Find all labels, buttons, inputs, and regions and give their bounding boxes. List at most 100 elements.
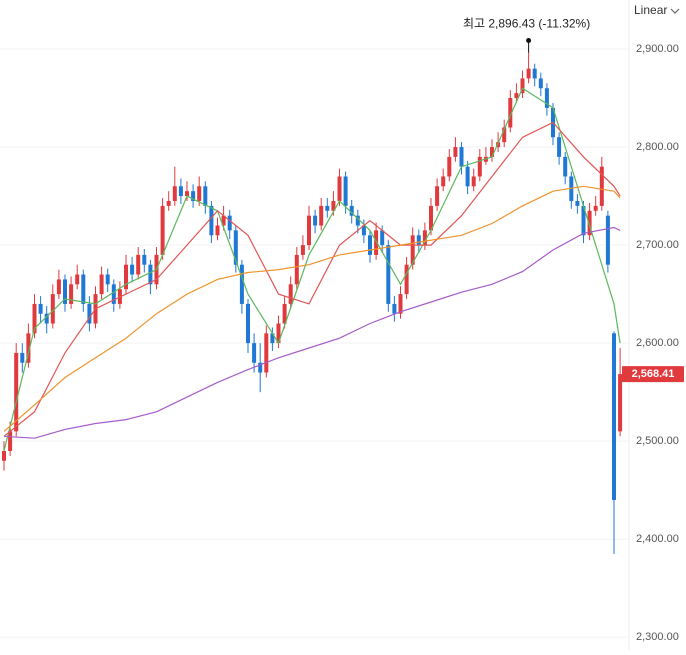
scale-mode-label[interactable]: Linear <box>634 3 667 17</box>
y-tick-label: 2,900.00 <box>636 43 679 55</box>
candle-body <box>294 254 299 285</box>
candle-body <box>99 274 104 295</box>
candle-body <box>264 333 269 373</box>
candle-body <box>538 78 543 89</box>
candle-body <box>130 264 135 275</box>
candle-body <box>160 205 165 255</box>
candle-body <box>429 205 433 231</box>
candle-body <box>520 78 525 94</box>
candle-body <box>343 176 348 206</box>
candle-body <box>81 274 86 304</box>
candle-body <box>20 352 25 363</box>
candle-body <box>270 333 275 344</box>
candle-body <box>361 225 366 236</box>
candle-body <box>435 186 440 206</box>
y-tick-label: 2,600.00 <box>636 337 679 349</box>
candle-body <box>252 343 257 363</box>
candle-body <box>410 235 415 265</box>
candle-body <box>392 303 397 314</box>
candle-body <box>368 235 372 255</box>
candle-body <box>197 186 202 201</box>
candle-body <box>319 205 324 226</box>
candle-body <box>587 210 592 236</box>
candle-body <box>178 186 183 197</box>
y-tick-label: 2,700.00 <box>636 239 679 251</box>
candle-body <box>258 362 263 373</box>
candle-body <box>380 230 385 246</box>
candle-body <box>2 450 6 461</box>
candle-body <box>453 147 458 157</box>
candle-body <box>75 274 80 285</box>
candle-body <box>227 215 232 231</box>
candle-body <box>38 303 43 314</box>
candle-body <box>599 166 604 206</box>
last-price-tag <box>622 366 684 383</box>
high-annotation: 최고 2,896.43 (-11.32%) <box>463 17 590 31</box>
candle-body <box>185 191 189 197</box>
moving-average-line <box>3 87 621 452</box>
candle-body <box>398 294 403 314</box>
candle-body <box>32 303 37 334</box>
candle-body <box>69 284 74 304</box>
candle-body <box>441 176 446 187</box>
candle-body <box>557 137 562 157</box>
candle-body <box>514 93 519 99</box>
candle-body <box>508 98 513 128</box>
candle-body <box>124 264 128 290</box>
candle-body <box>459 147 464 167</box>
candle-body <box>136 254 141 275</box>
candle-body <box>502 127 507 143</box>
candle-body <box>422 230 427 246</box>
moving-average-line <box>3 121 621 437</box>
candle-body <box>105 274 110 285</box>
moving-average-line <box>3 185 621 432</box>
candle-body <box>313 215 318 226</box>
candle-body <box>203 186 208 206</box>
candle-body <box>447 156 452 177</box>
candle-body <box>56 279 61 295</box>
candle-body <box>44 313 49 324</box>
candle-body <box>142 254 147 265</box>
candle-body <box>191 191 196 201</box>
candle-body <box>8 431 13 451</box>
candle-body <box>148 264 153 285</box>
candle-body <box>63 279 67 304</box>
candle-body <box>288 284 293 304</box>
candle-body <box>416 235 421 246</box>
candle-body <box>307 215 311 246</box>
candle-body <box>386 245 391 304</box>
candle-body <box>215 225 220 236</box>
candle-body <box>50 294 55 324</box>
candle-body <box>221 215 226 226</box>
candle-body <box>404 264 409 295</box>
scale-mode-button[interactable]: Linear <box>634 3 680 17</box>
y-tick-label: 2,800.00 <box>636 141 679 153</box>
candle-body <box>26 333 31 363</box>
candle-body <box>87 303 92 324</box>
candle-body <box>355 215 360 226</box>
candle-body <box>490 147 494 157</box>
candle-body <box>563 156 568 177</box>
candle-body <box>276 323 281 344</box>
candle-body <box>575 200 580 206</box>
candle-body <box>349 205 354 216</box>
candle-body <box>581 205 586 236</box>
candle-body <box>532 68 537 79</box>
candle-body <box>374 230 379 255</box>
candle-body <box>239 264 244 304</box>
candle-body <box>209 205 214 236</box>
y-tick-label: 2,400.00 <box>636 533 679 545</box>
candle-body <box>618 374 623 432</box>
dropdown-chevron[interactable] <box>670 8 680 14</box>
candle-body <box>331 200 336 211</box>
last-price-label: 2,568.41 <box>632 368 675 380</box>
candle-body <box>246 303 250 344</box>
candle-body <box>477 156 482 177</box>
candle-body <box>14 352 19 432</box>
candle-body <box>465 166 470 187</box>
candle-body <box>526 68 531 79</box>
candle-body <box>166 200 171 206</box>
candle-body <box>300 245 305 255</box>
